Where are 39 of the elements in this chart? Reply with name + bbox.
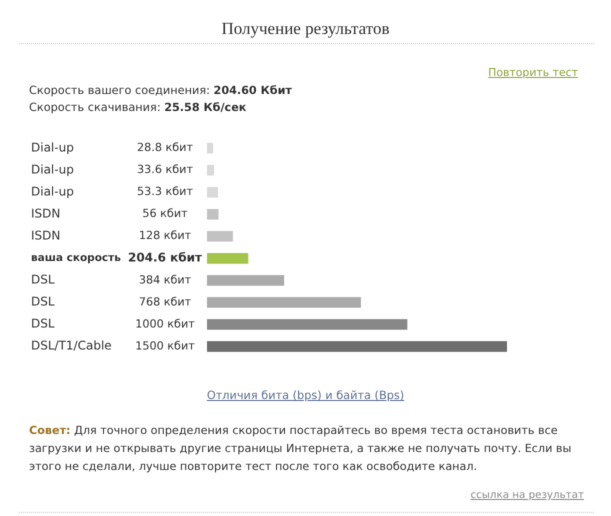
text: Скорость скачивания: bbox=[29, 101, 161, 114]
y-tick-label: DSL/T1/Cable bbox=[31, 338, 112, 353]
data-label: 33.6 кбит bbox=[137, 163, 194, 176]
text: ссылка на результат bbox=[470, 489, 584, 501]
y-tick-label: DSL bbox=[31, 272, 55, 287]
chart-title: Получение результатов bbox=[220, 19, 391, 39]
y-tick-label: ISDN bbox=[31, 228, 60, 242]
data-label: 768 кбит bbox=[138, 295, 192, 308]
data-label: 204.6 кбит bbox=[128, 250, 202, 264]
y-tick-label: Dial-up bbox=[31, 162, 74, 176]
text: Отличия бита (bps) и байта (Bps) bbox=[206, 389, 404, 402]
data-label: 53.3 кбит bbox=[137, 185, 194, 198]
y-tick-label: ваша скорость bbox=[31, 252, 122, 264]
y-tick-label: DSL bbox=[31, 316, 55, 331]
data-label: 1000 кбит bbox=[135, 317, 196, 330]
text: Повторить тест bbox=[488, 66, 578, 79]
y-tick-label: ISDN bbox=[31, 206, 60, 220]
data-label: 56 кбит bbox=[142, 207, 188, 220]
bar bbox=[207, 297, 361, 308]
bar bbox=[207, 275, 284, 286]
bar bbox=[207, 186, 218, 198]
bar bbox=[207, 164, 214, 176]
y-tick-label: DSL bbox=[31, 294, 55, 309]
bar bbox=[207, 341, 507, 352]
y-tick-label: Dial-up bbox=[31, 184, 74, 198]
bar bbox=[207, 142, 214, 154]
data-label: 1500 кбит bbox=[135, 339, 196, 352]
data-label: 28.8 кбит bbox=[137, 141, 194, 154]
text: Совет: Для точного определения скорости постарайтесь во время теста остановить все загрузки и не открывать другие страницы Интернета, а также не получать почту. Если вы этого не сделали, лучше повторите тест после того как освободите канал. bbox=[29, 424, 572, 473]
bar bbox=[207, 253, 248, 264]
data-label: 128 кбит bbox=[138, 229, 192, 242]
bar bbox=[207, 208, 219, 220]
text: Скорость вашего соединения: bbox=[29, 84, 210, 97]
text: 25.58 Кб/сек bbox=[164, 101, 246, 114]
bar bbox=[207, 319, 408, 330]
data-label: 384 кбит bbox=[138, 273, 192, 286]
text: 204.60 Кбит bbox=[214, 84, 292, 97]
y-tick-label: Dial-up bbox=[31, 140, 74, 154]
bar bbox=[207, 231, 233, 242]
